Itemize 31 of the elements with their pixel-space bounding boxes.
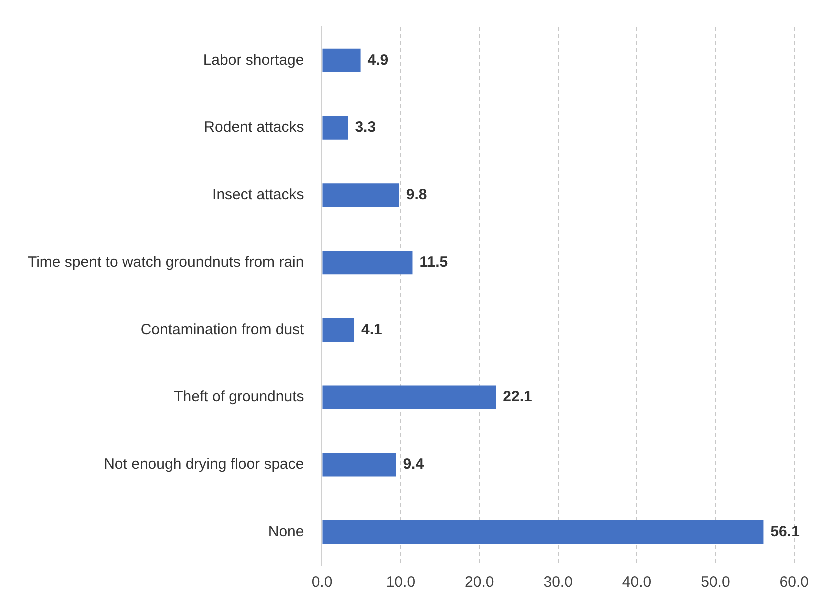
- y-tick-label: Labor shortage: [203, 52, 304, 69]
- y-tick-label: Insect attacks: [212, 186, 304, 204]
- x-tick-label: 40.0: [622, 574, 652, 592]
- y-tick-label: Not enough drying floor space: [104, 456, 304, 474]
- x-tick-label: 30.0: [544, 574, 573, 592]
- y-tick-label: Time spent to watch groundnuts from rain: [28, 254, 304, 271]
- y-tick-label: None: [268, 523, 304, 540]
- data-label: 4.1: [362, 321, 382, 338]
- bar: [322, 184, 400, 208]
- x-tick-label: 0.0: [312, 574, 333, 592]
- bar: [322, 386, 496, 410]
- data-label: 22.1: [503, 388, 532, 406]
- bar: [322, 251, 413, 275]
- data-label: 3.3: [355, 119, 376, 136]
- y-tick-label: Rodent attacks: [204, 119, 304, 136]
- bar: [322, 116, 348, 140]
- data-label: 56.1: [770, 523, 800, 540]
- data-label: 11.5: [420, 254, 448, 271]
- y-tick-label: Contamination from dust: [140, 321, 306, 338]
- bar: [322, 48, 361, 72]
- x-tick-label: 10.0: [386, 574, 416, 592]
- data-label: 9.8: [406, 186, 428, 204]
- x-tick-label: 50.0: [701, 574, 730, 592]
- y-tick-label: Theft of groundnuts: [174, 388, 304, 406]
- x-tick-label: 60.0: [780, 574, 810, 592]
- data-label: 4.9: [368, 52, 389, 69]
- bar: [322, 453, 396, 477]
- bar: [322, 520, 764, 544]
- data-label: 9.4: [403, 456, 425, 474]
- x-tick-label: 20.0: [465, 574, 494, 592]
- bar: [322, 318, 355, 342]
